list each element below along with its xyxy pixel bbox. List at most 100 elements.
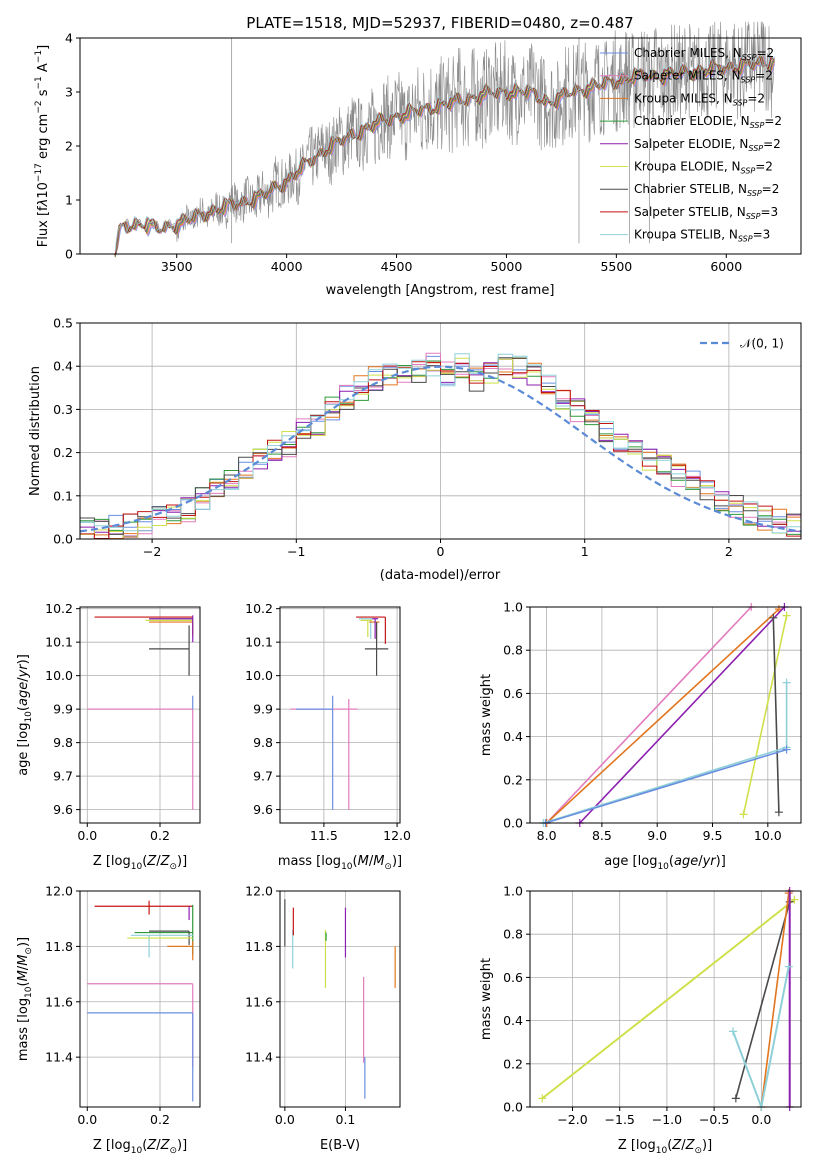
chabrier-stelib-marker — [769, 613, 778, 622]
age-vs-mass-xlabel: mass [log10(M/M⊙)] — [278, 854, 402, 872]
y-tick-label: 9.7 — [53, 769, 73, 784]
kroupa-elodie-line — [541, 898, 796, 1100]
y-tick-label: 11.6 — [245, 994, 273, 1009]
spectrum-xlabel: wavelength [Angstrom, rest frame] — [326, 283, 555, 298]
y-tick-label: 0.4 — [503, 729, 523, 744]
chabrier-stelib-line — [772, 617, 780, 813]
kroupa-miles-line — [760, 893, 790, 1108]
age-vs-metallicity-ylabel: age [log10(age/yr)] — [16, 654, 34, 776]
x-tick-label: 8.0 — [537, 828, 557, 843]
x-tick-label: −1.0 — [652, 1112, 682, 1127]
y-tick-label: 10.0 — [45, 668, 73, 683]
y-tick-label: 10.1 — [245, 635, 273, 650]
residual-legend: 𝒩(0, 1) — [700, 337, 784, 351]
y-tick-label: 10.2 — [45, 601, 73, 616]
salpeter-miles-line — [546, 606, 752, 824]
y-tick-label: 0.8 — [503, 927, 523, 942]
salpeter-miles-model-line — [114, 55, 776, 256]
weight-vs-age-ylabel: mass weight — [479, 674, 494, 756]
y-tick-label: 0.6 — [503, 686, 523, 701]
weight-vs-metallicity-series — [538, 887, 799, 1111]
legend-label: Salpeter ELODIE, NSSP=2 — [634, 137, 781, 153]
x-tick-label: −0.5 — [699, 1112, 729, 1127]
y-tick-label: 12.0 — [45, 884, 73, 899]
y-tick-label: 0.2 — [503, 772, 523, 787]
y-tick-label: 0.2 — [503, 1056, 523, 1071]
x-tick-label: 10.0 — [754, 828, 782, 843]
mass-vs-metallicity-panel: 0.0 0.2 11.4 11.6 11.8 12.0 Z [log10(Z/Z⊙)] m… — [16, 884, 201, 1156]
y-tick-label: 11.6 — [45, 994, 73, 1009]
y-tick-label: 0.8 — [503, 643, 523, 658]
legend-label: Salpeter MILES, NSSP=2 — [634, 69, 773, 85]
spectrum-ylabel: Flux [fλ10−17 erg cm−2 s−1 A−1] — [34, 45, 51, 247]
y-tick-label: 0.0 — [503, 816, 523, 831]
y-tick-label: 3 — [65, 85, 73, 100]
weight-vs-metallicity-ylabel: mass weight — [479, 958, 494, 1040]
x-tick-label: 0.0 — [77, 828, 97, 843]
spectrum-ticks: 3500 4000 4500 5000 5500 6000 0 1 2 3 4 — [65, 31, 742, 275]
x-tick-label: 5500 — [600, 259, 632, 274]
y-tick-label: 10.1 — [45, 635, 73, 650]
x-tick-label: −2 — [143, 544, 161, 559]
age-vs-mass-frame — [279, 606, 401, 824]
legend-label: Kroupa MILES, NSSP=2 — [634, 91, 765, 107]
weight-vs-metallicity-frame — [529, 890, 802, 1108]
chabrier-miles-marker — [782, 745, 791, 754]
y-tick-label: 9.8 — [53, 735, 73, 750]
weight-vs-metallicity-xlabel: Z [log10(Z/Z⊙)] — [618, 1138, 712, 1156]
kroupa-stelib-marker — [784, 962, 793, 971]
y-tick-label: 11.4 — [245, 1050, 273, 1065]
salpeter-miles-residual-histogram — [80, 352, 801, 540]
mass-vs-metallicity-ylabel: mass [log10(M/M⊙)] — [16, 937, 34, 1061]
mass-vs-ebv-panel: 0.0 0.1 11.4 11.6 11.8 12.0 E(B-V) — [245, 884, 401, 1153]
x-tick-label: 0.0 — [751, 1112, 771, 1127]
y-tick-label: 0.3 — [53, 402, 73, 417]
residual-ylabel: Normed distribution — [28, 366, 43, 496]
y-tick-label: 4 — [65, 31, 73, 46]
kroupa-stelib-marker — [729, 1027, 738, 1036]
x-tick-label: −1 — [287, 544, 305, 559]
legend-label: Chabrier MILES, NSSP=2 — [634, 46, 774, 62]
legend-label: 𝒩(0, 1) — [740, 337, 784, 351]
y-tick-label: 9.9 — [53, 702, 73, 717]
legend-label: Kroupa ELODIE, NSSP=2 — [634, 160, 773, 176]
salpeter-elodie-line — [579, 606, 785, 824]
y-tick-label: 0.5 — [53, 316, 73, 331]
kroupa-stelib-model-line — [114, 54, 775, 252]
x-tick-label: 2 — [725, 544, 733, 559]
y-tick-label: 1.0 — [503, 884, 523, 899]
y-tick-label: 11.4 — [45, 1050, 73, 1065]
x-tick-label: 0.1 — [336, 1112, 356, 1127]
residual-frame — [79, 322, 802, 540]
x-tick-label: 9.5 — [703, 828, 723, 843]
y-tick-label: 11.8 — [45, 939, 73, 954]
y-tick-label: 0.4 — [503, 1013, 523, 1028]
kroupa-miles-model-line — [114, 55, 775, 257]
x-tick-label: 3500 — [161, 259, 193, 274]
normal-distribution-curve — [79, 365, 802, 533]
y-tick-label: 0.4 — [53, 359, 73, 374]
y-tick-label: 1 — [65, 193, 73, 208]
kroupa-stelib-marker — [782, 678, 791, 687]
y-tick-label: 9.9 — [253, 702, 273, 717]
x-tick-label: 0.0 — [275, 1112, 295, 1127]
legend-label: Salpeter STELIB, NSSP=3 — [634, 205, 778, 221]
spectrum-title: PLATE=1518, MJD=52937, FIBERID=0480, z=0… — [246, 14, 633, 32]
legend-label: Chabrier ELODIE, NSSP=2 — [634, 114, 782, 130]
age-vs-metallicity-xlabel: Z [log10(Z/Z⊙)] — [93, 854, 187, 872]
age-vs-mass-series — [290, 616, 389, 810]
weight-vs-age-frame — [529, 606, 802, 824]
x-tick-label: 1 — [581, 544, 589, 559]
x-tick-label: 0 — [437, 544, 445, 559]
mass-vs-metallicity-series — [87, 900, 194, 1102]
y-tick-label: 11.8 — [245, 939, 273, 954]
kroupa-elodie-marker — [538, 1094, 547, 1103]
age-vs-mass-panel: 11.5 12.0 9.6 9.7 9.8 9.9 10.0 10.1 10.2 mass [l… — [245, 601, 411, 872]
residual-panel: −2 −1 0 1 2 0.0 0.1 0.2 0.3 0.4 0.5 𝒩(0, 1) (data-… — [28, 316, 802, 583]
legend-label: Chabrier STELIB, NSSP=2 — [634, 182, 779, 198]
y-tick-label: 12.0 — [245, 884, 273, 899]
y-tick-label: 0.6 — [503, 970, 523, 985]
kroupa-elodie-marker — [739, 810, 748, 819]
mass-vs-metallicity-frame — [79, 890, 201, 1108]
